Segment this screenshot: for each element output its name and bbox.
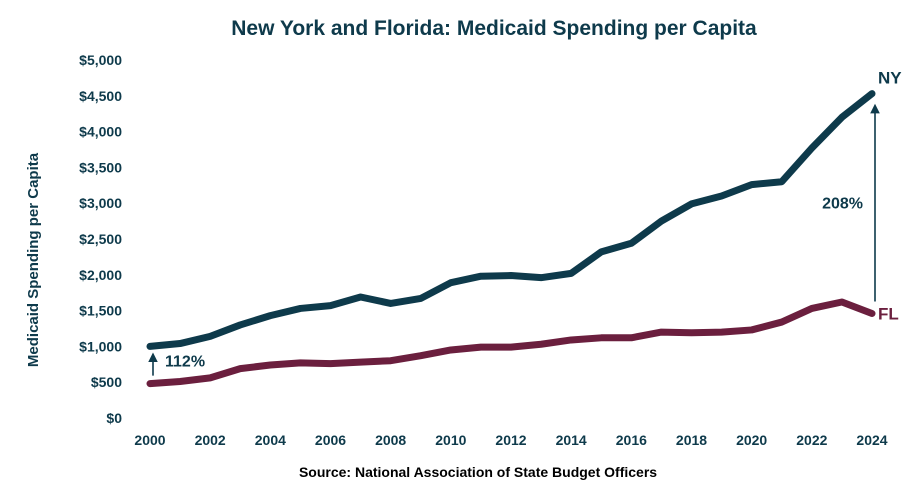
annotation-112-percent: 112% [165,353,205,370]
series-layer: NY FL [146,69,902,388]
y-tick-label: $5,000 [79,52,122,68]
x-tick-label: 2016 [616,432,647,448]
y-axis-label: Medicaid Spending per Capita [25,152,42,367]
x-tick-label: 2004 [255,432,286,448]
y-tick-label: $1,000 [79,338,122,354]
x-tick-label: 2008 [375,432,406,448]
x-tick-label: 2022 [796,432,827,448]
y-tick-label: $2,500 [79,231,122,247]
source-note: Source: National Association of State Bu… [299,464,657,480]
x-tick-label: 2010 [435,432,466,448]
x-tick-label: 2024 [856,432,887,448]
y-tick-label: $500 [91,374,122,390]
x-tick-label: 2002 [195,432,226,448]
series-line-ny [146,90,876,350]
y-tick-label: $1,500 [79,303,122,319]
y-tick-label: $3,500 [79,159,122,175]
annotation-layer: 112% 208% [148,103,880,376]
x-tick-label: 2000 [134,432,165,448]
x-tick-label: 2006 [315,432,346,448]
y-tick-label: $0 [106,410,122,426]
annotation-208-percent: 208% [822,196,863,213]
x-tick-label: 2018 [676,432,707,448]
series-label-fl: FL [878,304,899,323]
series-line-fl [146,298,876,388]
x-tick-label: 2014 [556,432,587,448]
x-tick-label: 2020 [736,432,767,448]
series-label-ny: NY [878,69,902,88]
y-tick-label: $2,000 [79,267,122,283]
y-axis: $0 $500 $1,000 $1,500 $2,000 $2,500 $3,000 $3,5… [79,52,122,426]
x-axis: 2000 2002 2004 2006 2008 2010 2012 2014 2016 2018… [134,432,887,448]
y-tick-label: $4,000 [79,124,122,140]
chart-title: New York and Florida: Medicaid Spending … [231,17,757,40]
x-tick-label: 2012 [495,432,526,448]
y-tick-label: $4,500 [79,88,122,104]
y-tick-label: $3,000 [79,195,122,211]
